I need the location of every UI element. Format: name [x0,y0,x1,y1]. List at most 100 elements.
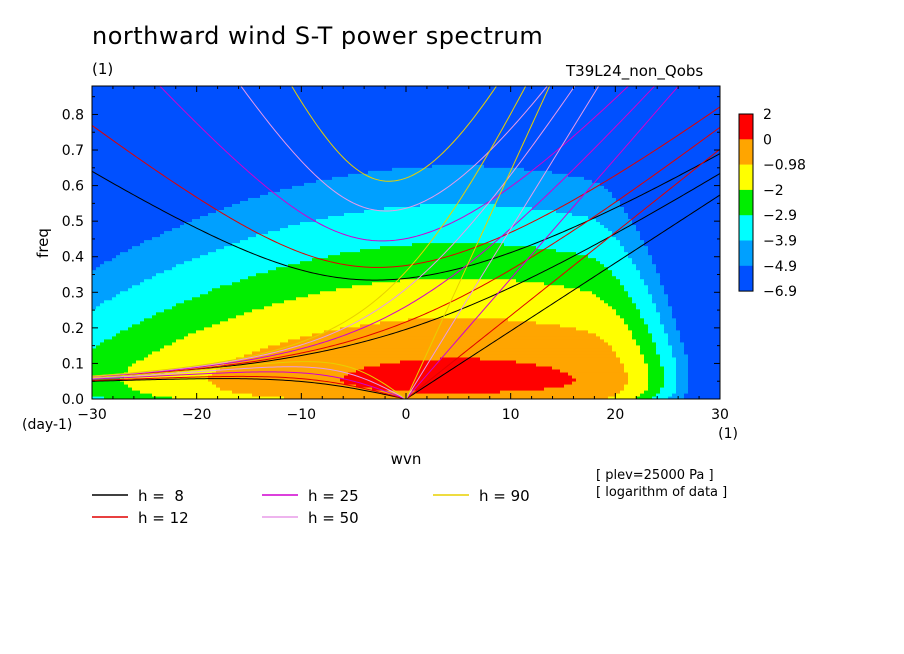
contour-cell [628,215,720,220]
contour-cell [656,266,720,271]
contour-cell [688,353,720,358]
contour-cell [640,344,657,349]
contour-cell [648,365,665,370]
dispersion-curve-h90 [291,86,498,182]
contour-cell [620,239,645,244]
contour-cell [576,377,629,382]
contour-cell [652,335,669,340]
contour-cell [92,119,720,123]
contour-cell [648,284,665,289]
contour-cell [588,254,629,259]
contour-cell [216,383,357,388]
contour-cell [144,278,241,283]
contour-cell [440,356,481,361]
contour-cell [176,263,289,268]
contour-cell [132,362,225,367]
contour-cell [516,278,621,283]
contour-cell [92,386,133,391]
contour-cell [616,350,641,355]
contour-cell [92,272,157,277]
contour-cell [556,209,625,213]
contour-cell [644,359,661,364]
contour-cell [612,194,720,198]
contour-cell [152,236,249,241]
contour-cell [632,299,653,304]
contour-cell [224,206,385,210]
x-tick-label: −20 [182,407,212,423]
contour-cell [148,353,245,358]
contour-cell [672,344,685,349]
dispersion-curve-h25 [92,86,656,378]
contour-cell [268,344,613,349]
contour-cell [644,242,720,247]
contour-cell [92,149,720,153]
contour-cell [688,374,720,379]
contour-cell [632,218,720,223]
contour-cell [272,302,609,307]
contour-cell [484,164,720,168]
contour-cell [652,338,669,343]
colorbar-label: 0 [763,132,772,148]
contour-cell [664,371,677,376]
contour-cell [92,341,101,346]
contour-cell [92,290,121,295]
contour-cell [112,296,193,301]
contour-cell [616,275,641,280]
contour-cell [92,353,149,358]
contour-cell [96,266,173,271]
contour-cell [224,362,381,367]
contour-cell [568,371,629,376]
contour-cell [164,308,253,313]
colorbar-swatch [739,240,753,267]
contour-cell [672,308,720,313]
contour-cell [92,263,101,268]
contour-cell [656,308,673,313]
contour-cell [644,239,720,244]
contour-cell [152,392,253,397]
legend-label-h12: h = 12 [138,509,189,527]
contour-cell [92,152,720,156]
contour-cell [92,395,105,399]
contour-cell [672,347,685,352]
contour-cell [640,275,661,280]
contour-cell [620,314,641,319]
y-tick-label: 0.3 [62,285,84,301]
contour-cell [208,251,341,256]
contour-cell [664,326,677,331]
contour-cell [244,311,617,316]
y-tick-label: 0.5 [62,214,84,230]
contour-cell [656,344,673,349]
contour-cell [636,341,657,346]
contour-cell [652,395,669,399]
contour-cell [624,386,649,391]
x-tick-label: 10 [502,407,520,423]
contour-cell [604,185,720,189]
contour-cell [620,242,645,247]
contour-cell [92,161,720,165]
contour-cell [628,380,649,385]
contour-cell [660,275,720,280]
contour-cell [152,314,237,319]
contour-cell [664,383,677,388]
contour-cell [192,257,313,262]
contour-cell [160,347,261,352]
contour-cell [648,323,665,328]
contour-cell [648,383,665,388]
contour-cell [672,311,720,316]
contour-cell [640,272,661,277]
dispersion-curve-h50 [405,86,600,399]
contour-cell [648,290,665,295]
contour-cell [416,389,501,394]
contour-cell [216,248,361,253]
contour-cell [92,383,129,388]
contour-cell [652,260,720,265]
contour-cell [628,251,649,256]
contour-cell [680,335,720,340]
contour-cell [196,329,325,334]
contour-cell [656,305,673,310]
contour-cell [100,302,177,307]
contour-cell [644,389,661,394]
contour-cell [92,257,113,262]
legend: h = 8 h = 12 h = 25 h = 50 h = 90 [92,487,530,527]
contour-cell [156,311,245,316]
